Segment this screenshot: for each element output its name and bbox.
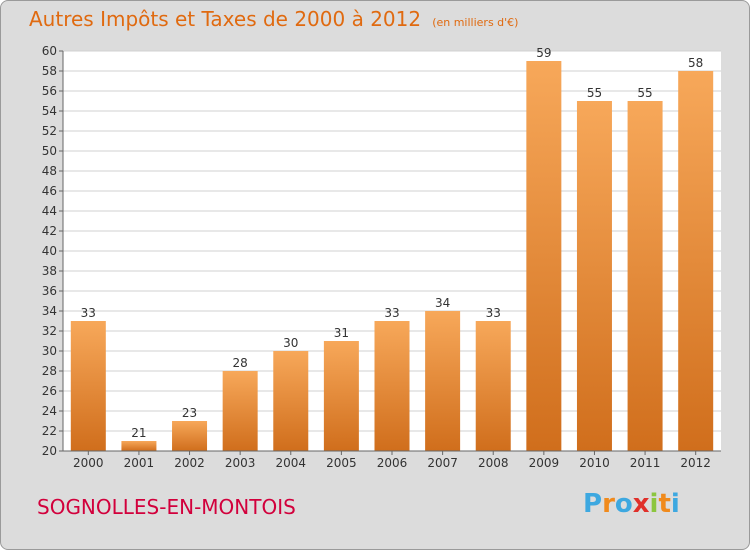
bar-value-label: 31 xyxy=(334,326,349,340)
logo-letter: r xyxy=(602,489,615,519)
y-tick-label: 60 xyxy=(42,44,57,58)
bar-value-label: 34 xyxy=(435,296,450,310)
y-tick-label: 44 xyxy=(42,204,57,218)
bar xyxy=(526,61,562,451)
logo-letter: i xyxy=(649,489,659,519)
bar-value-label: 28 xyxy=(233,356,248,370)
bar-value-label: 55 xyxy=(637,86,652,100)
bar xyxy=(678,71,714,451)
x-tick-label: 2001 xyxy=(124,456,155,470)
x-tick-label: 2010 xyxy=(579,456,610,470)
y-tick-label: 56 xyxy=(42,84,57,98)
bar-value-label: 58 xyxy=(688,56,703,70)
bar-value-label: 33 xyxy=(384,306,399,320)
y-tick-label: 54 xyxy=(42,104,57,118)
y-tick-label: 22 xyxy=(42,424,57,438)
bar xyxy=(627,101,663,451)
x-tick-label: 2006 xyxy=(377,456,408,470)
bar xyxy=(323,341,359,451)
bar xyxy=(222,371,258,451)
bar-value-label: 30 xyxy=(283,336,298,350)
title-row: Autres Impôts et Taxes de 2000 à 2012 (e… xyxy=(29,7,518,31)
y-tick-label: 24 xyxy=(42,404,57,418)
x-tick-label: 2012 xyxy=(680,456,711,470)
bar xyxy=(121,441,157,451)
x-tick-label: 2004 xyxy=(275,456,306,470)
chart-title: Autres Impôts et Taxes de 2000 à 2012 xyxy=(29,7,422,31)
logo-letter: o xyxy=(614,489,633,519)
y-tick-label: 34 xyxy=(42,304,57,318)
logo-letter: P xyxy=(583,489,603,519)
y-tick-label: 46 xyxy=(42,184,57,198)
y-tick-label: 50 xyxy=(42,144,57,158)
bar xyxy=(576,101,612,451)
bar xyxy=(475,321,511,451)
bar-value-label: 33 xyxy=(81,306,96,320)
bar xyxy=(70,321,106,451)
y-tick-label: 42 xyxy=(42,224,57,238)
bar xyxy=(374,321,410,451)
logo-letter: i xyxy=(670,489,680,519)
x-tick-label: 2003 xyxy=(225,456,256,470)
bar-value-label: 33 xyxy=(486,306,501,320)
x-tick-label: 2005 xyxy=(326,456,357,470)
x-tick-label: 2000 xyxy=(73,456,104,470)
x-tick-label: 2007 xyxy=(427,456,458,470)
logo-letter: t xyxy=(658,489,671,519)
bar-value-label: 23 xyxy=(182,406,197,420)
bar xyxy=(273,351,309,451)
chart-subtitle: (en milliers d'€) xyxy=(432,16,519,29)
x-tick-label: 2009 xyxy=(529,456,560,470)
x-tick-label: 2002 xyxy=(174,456,205,470)
x-tick-label: 2011 xyxy=(630,456,661,470)
y-tick-label: 30 xyxy=(42,344,57,358)
logo-letter: x xyxy=(632,489,650,519)
y-tick-label: 40 xyxy=(42,244,57,258)
bar xyxy=(172,421,208,451)
x-tick-label: 2008 xyxy=(478,456,509,470)
proxiti-logo: Proxiti xyxy=(583,489,680,519)
y-tick-label: 32 xyxy=(42,324,57,338)
bars: 33 21 23 28 30 31 33 34 33 59 55 55 58 xyxy=(70,46,714,451)
bar xyxy=(425,311,461,451)
y-tick-label: 36 xyxy=(42,284,57,298)
y-tick-label: 48 xyxy=(42,164,57,178)
x-axis-ticks: 2000 2001 2002 2003 2004 2005 2006 2007 2008 2009… xyxy=(73,451,711,470)
y-tick-label: 52 xyxy=(42,124,57,138)
bar-value-label: 59 xyxy=(536,46,551,60)
y-tick-label: 58 xyxy=(42,64,57,78)
y-tick-label: 20 xyxy=(42,444,57,458)
bar-value-label: 21 xyxy=(131,426,146,440)
y-tick-label: 38 xyxy=(42,264,57,278)
bar-value-label: 55 xyxy=(587,86,602,100)
y-tick-label: 26 xyxy=(42,384,57,398)
location-name: SOGNOLLES-EN-MONTOIS xyxy=(37,495,296,519)
y-tick-label: 28 xyxy=(42,364,57,378)
y-axis-ticks: 20 22 24 26 28 30 32 34 36 38 40 42 44 46 48 50 52 54 56 58… xyxy=(42,44,63,458)
